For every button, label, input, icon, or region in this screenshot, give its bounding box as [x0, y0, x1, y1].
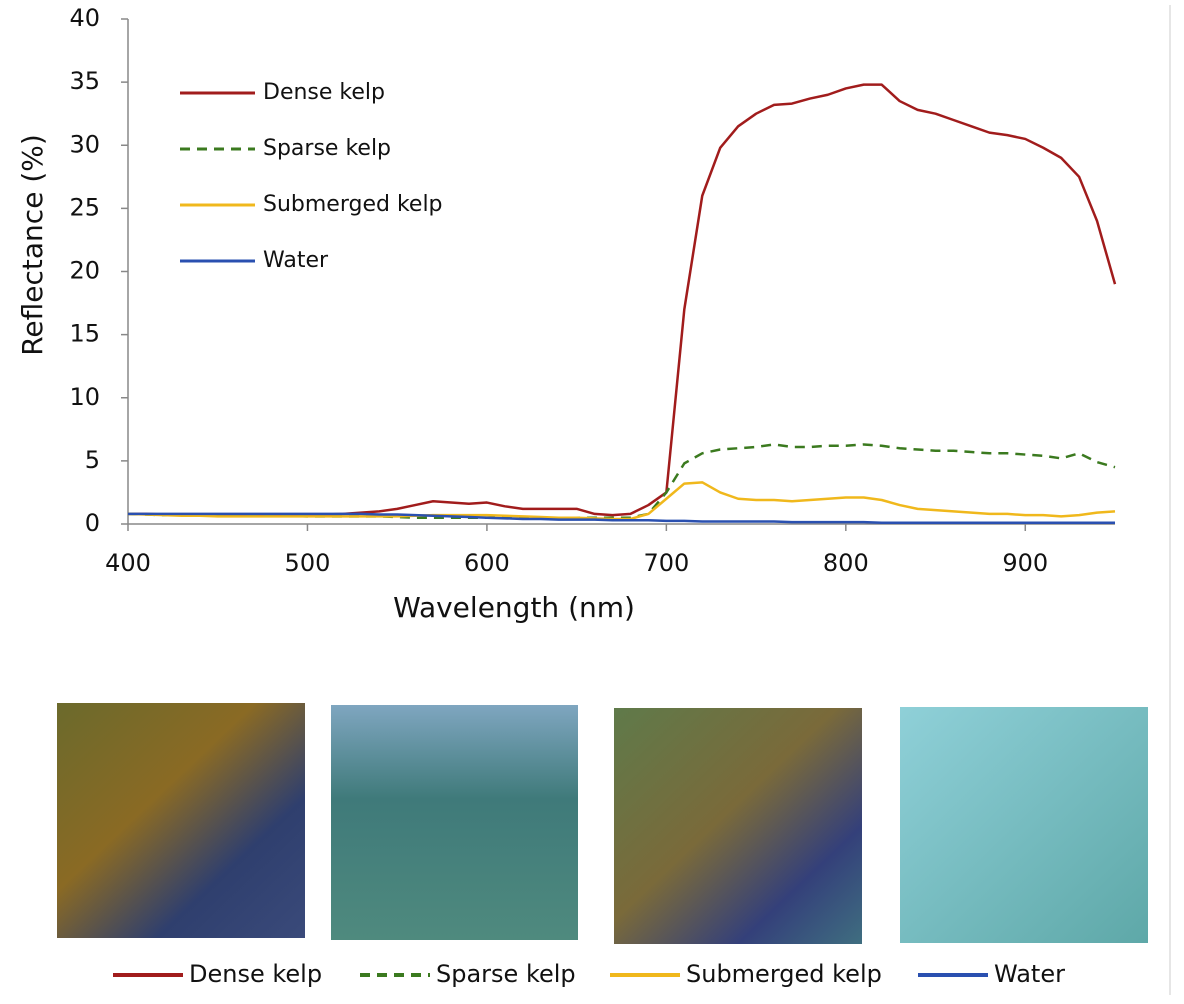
y-tick-label: 20	[69, 257, 100, 285]
y-tick-label: 5	[85, 446, 100, 474]
chart: Wavelength (nm) Reflectance (%) 0 5 10 15 20…	[0, 0, 1184, 1000]
photo-dense-kelp	[57, 703, 305, 938]
series-line	[128, 444, 1115, 517]
photo-sparse-kelp	[331, 705, 578, 940]
legend-label: Water	[263, 248, 329, 273]
legend-label: Dense kelp	[263, 80, 385, 105]
legend-label: Submerged kelp	[263, 192, 443, 217]
legend-label: Sparse kelp	[436, 960, 576, 988]
photo-submerged-kelp	[614, 708, 862, 944]
legend-label: Water	[994, 960, 1065, 988]
x-axis-title: Wavelength (nm)	[393, 591, 635, 624]
x-tick-label: 800	[823, 549, 869, 577]
y-tick-label: 30	[69, 130, 100, 158]
y-tick-label: 10	[69, 383, 100, 411]
legend-label: Submerged kelp	[686, 960, 882, 988]
y-tick-label: 40	[69, 4, 100, 32]
legend-label: Dense kelp	[189, 960, 322, 988]
y-tick-label: 35	[69, 67, 100, 95]
y-axis-title: Reflectance (%)	[16, 134, 49, 356]
y-tick-label: 15	[69, 320, 100, 348]
y-tick-label: 0	[85, 509, 100, 537]
legend-label: Sparse kelp	[263, 136, 391, 161]
x-tick-label: 600	[464, 549, 510, 577]
y-tick-label: 25	[69, 193, 100, 221]
x-tick-label: 900	[1002, 549, 1048, 577]
photo-water	[900, 707, 1148, 943]
x-tick-label: 500	[285, 549, 331, 577]
x-tick-label: 400	[105, 549, 151, 577]
x-tick-label: 700	[643, 549, 689, 577]
